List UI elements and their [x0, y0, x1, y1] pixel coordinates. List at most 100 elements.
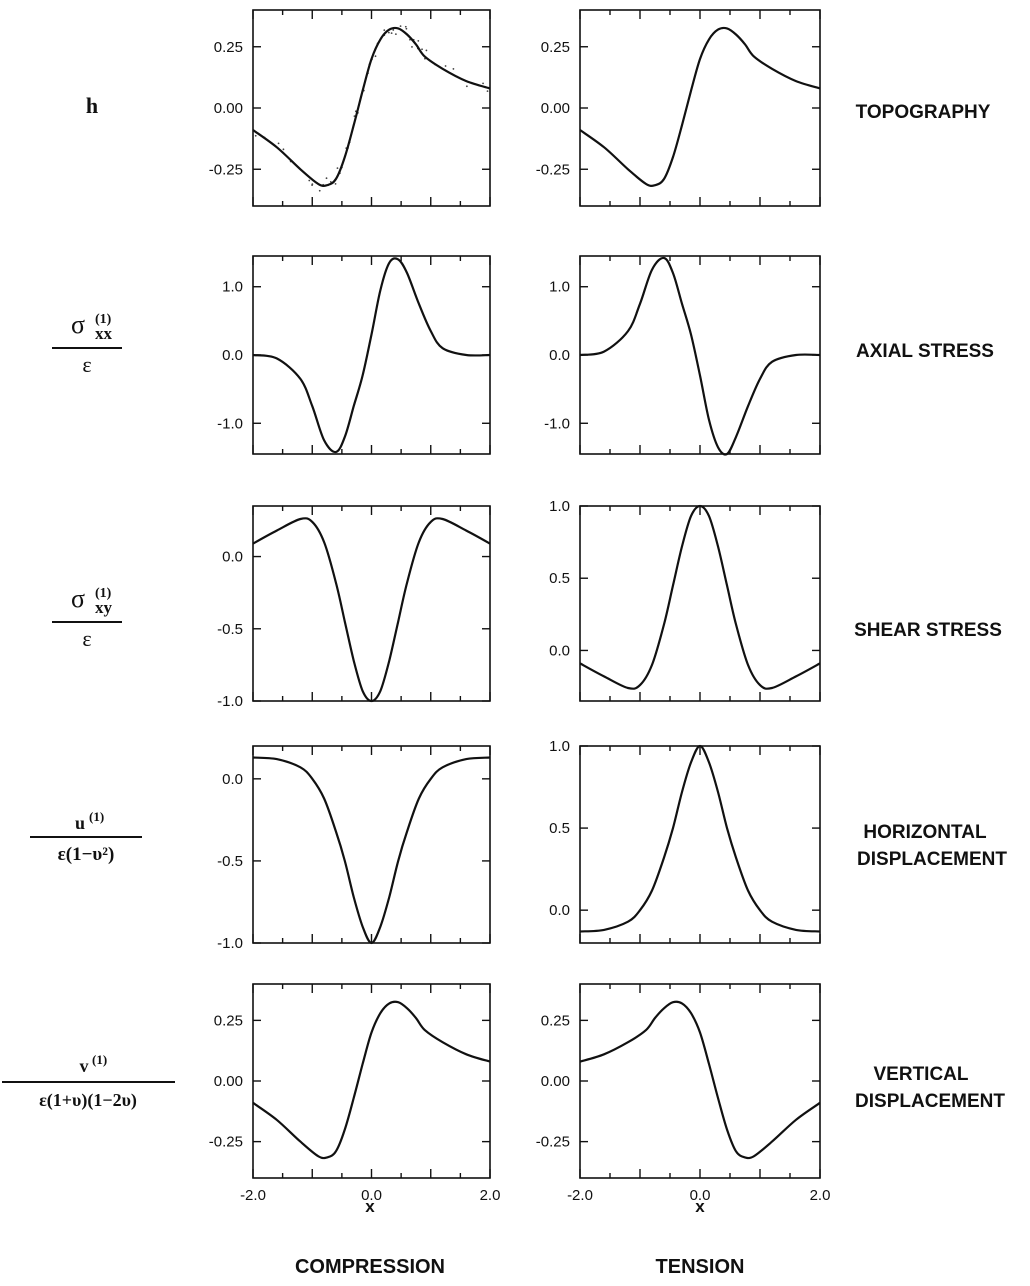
svg-text:ε: ε [82, 626, 91, 651]
x-tick-label: 0.0 [361, 1187, 382, 1204]
y-tick-label: 0.00 [214, 100, 243, 117]
plot-frame [579, 745, 821, 944]
data-point [277, 142, 280, 145]
data-point [254, 134, 257, 137]
data-point [392, 29, 395, 31]
y-tick-label: 1.0 [549, 498, 570, 515]
y-tick-label: 0.0 [222, 771, 243, 788]
data-point [417, 39, 420, 42]
y-tick-label: -0.5 [217, 621, 243, 638]
data-point [334, 182, 337, 185]
panels: -0.250.000.25-0.250.000.25-1.00.01.0-1.0… [209, 9, 830, 1204]
quantity-labels: h σ (1) xx ε σ (1) xy ε u (1) ε(1−υ²) v … [2, 93, 175, 1111]
data-point [405, 27, 408, 30]
svg-text:xx: xx [95, 324, 113, 343]
y-tick-label: -0.25 [536, 161, 570, 178]
data-point [465, 85, 468, 88]
quantity-label-sigma-xx: σ (1) xx ε [52, 310, 122, 377]
svg-text:(1): (1) [89, 809, 104, 824]
y-tick-label: 0.0 [549, 902, 570, 919]
data-point [452, 68, 455, 70]
x-tick-label: -2.0 [240, 1187, 266, 1204]
data-point [482, 82, 484, 85]
svg-text:σ: σ [71, 584, 85, 613]
data-point [325, 177, 328, 180]
series-line [252, 1000, 491, 1160]
series-line [252, 26, 491, 187]
x-axis-label-tension: x [695, 1197, 705, 1216]
y-tick-label: 0.0 [549, 347, 570, 364]
series-line [579, 26, 821, 187]
data-point [399, 25, 402, 28]
column-title-compression: COMPRESSION [295, 1256, 445, 1278]
plot-frame [579, 255, 821, 455]
data-point [425, 49, 428, 52]
x-tick-label: 0.0 [690, 1187, 711, 1204]
svg-text:σ: σ [71, 310, 85, 339]
panel-horizontal-displacement-compression: -1.0 -0.5 0.0 [217, 745, 491, 952]
data-point [486, 90, 489, 92]
plot-frame [252, 9, 491, 207]
svg-text:v: v [80, 1056, 89, 1076]
plot-frame [579, 983, 821, 1179]
series-line [579, 1000, 821, 1160]
y-tick-label: -1.0 [217, 935, 243, 952]
series-line [252, 756, 491, 945]
plot-frame [252, 505, 491, 702]
x-axis-label-compression: x [365, 1197, 375, 1216]
y-tick-label: 0.5 [549, 570, 570, 587]
series-line [579, 256, 821, 456]
column-title-tension: TENSION [656, 1256, 745, 1278]
y-tick-label: 1.0 [549, 738, 570, 755]
data-point [387, 31, 390, 34]
panel-shear-stress-tension: 0.0 0.5 1.0 [549, 498, 821, 702]
y-tick-label: 0.25 [541, 39, 570, 56]
series-line [579, 504, 821, 690]
row-label-topography: TOPOGRAPHY [856, 102, 991, 123]
panel-axial-stress-compression: -1.0 0.0 1.0 [217, 255, 491, 455]
data-point [394, 33, 397, 36]
data-point [282, 148, 285, 151]
panel-topography-tension: -0.25 0.00 0.25 [536, 9, 821, 207]
row-labels: TOPOGRAPHY AXIAL STRESS SHEAR STRESS HOR… [854, 102, 1007, 1112]
data-point [336, 167, 339, 170]
quantity-label-h: h [86, 93, 98, 118]
plot-frame [252, 255, 491, 455]
svg-text:(1): (1) [92, 1052, 107, 1067]
data-point [411, 46, 413, 48]
y-tick-label: -1.0 [544, 415, 570, 432]
data-point [390, 32, 393, 35]
row-label-vertical: VERTICAL [874, 1064, 969, 1085]
panel-shear-stress-compression: -1.0 -0.5 0.0 [217, 505, 491, 710]
quantity-label-u: u (1) ε(1−υ²) [30, 809, 142, 865]
plot-frame [579, 9, 821, 207]
y-tick-label: 0.0 [222, 347, 243, 364]
panel-axial-stress-tension: -1.0 0.0 1.0 [544, 255, 821, 456]
data-point [374, 55, 377, 58]
svg-text:ε(1+υ)(1−2υ): ε(1+υ)(1−2υ) [39, 1090, 137, 1111]
y-tick-label: 0.25 [214, 1012, 243, 1029]
series-line [252, 257, 491, 454]
svg-text:(1): (1) [95, 586, 112, 601]
data-point [383, 29, 386, 32]
x-tick-label: 2.0 [480, 1187, 501, 1204]
quantity-label-v: v (1) ε(1+υ)(1−2υ) [2, 1052, 175, 1111]
panel-vertical-displacement-compression: -0.25 0.00 0.25 -2.0 0.0 2.0 [209, 983, 501, 1204]
panel-topography-compression: -0.25 0.00 0.25 [209, 9, 491, 207]
series-line [252, 517, 491, 703]
plot-frame [252, 745, 491, 944]
y-tick-label: -0.25 [209, 161, 243, 178]
y-tick-label: -0.25 [536, 1134, 570, 1151]
y-tick-label: 1.0 [222, 279, 243, 296]
quantity-label-sigma-xy: σ (1) xy ε [52, 584, 122, 651]
y-tick-label: 0.0 [549, 642, 570, 659]
row-label-shear-stress: SHEAR STRESS [854, 620, 1002, 641]
panel-horizontal-displacement-tension: 0.0 0.5 1.0 [549, 738, 821, 944]
data-point [421, 48, 423, 51]
svg-text:xy: xy [95, 598, 113, 617]
y-tick-label: 0.5 [549, 820, 570, 837]
data-point [308, 179, 311, 182]
svg-text:ε(1−υ²): ε(1−υ²) [58, 844, 115, 865]
y-tick-label: 0.00 [214, 1073, 243, 1090]
